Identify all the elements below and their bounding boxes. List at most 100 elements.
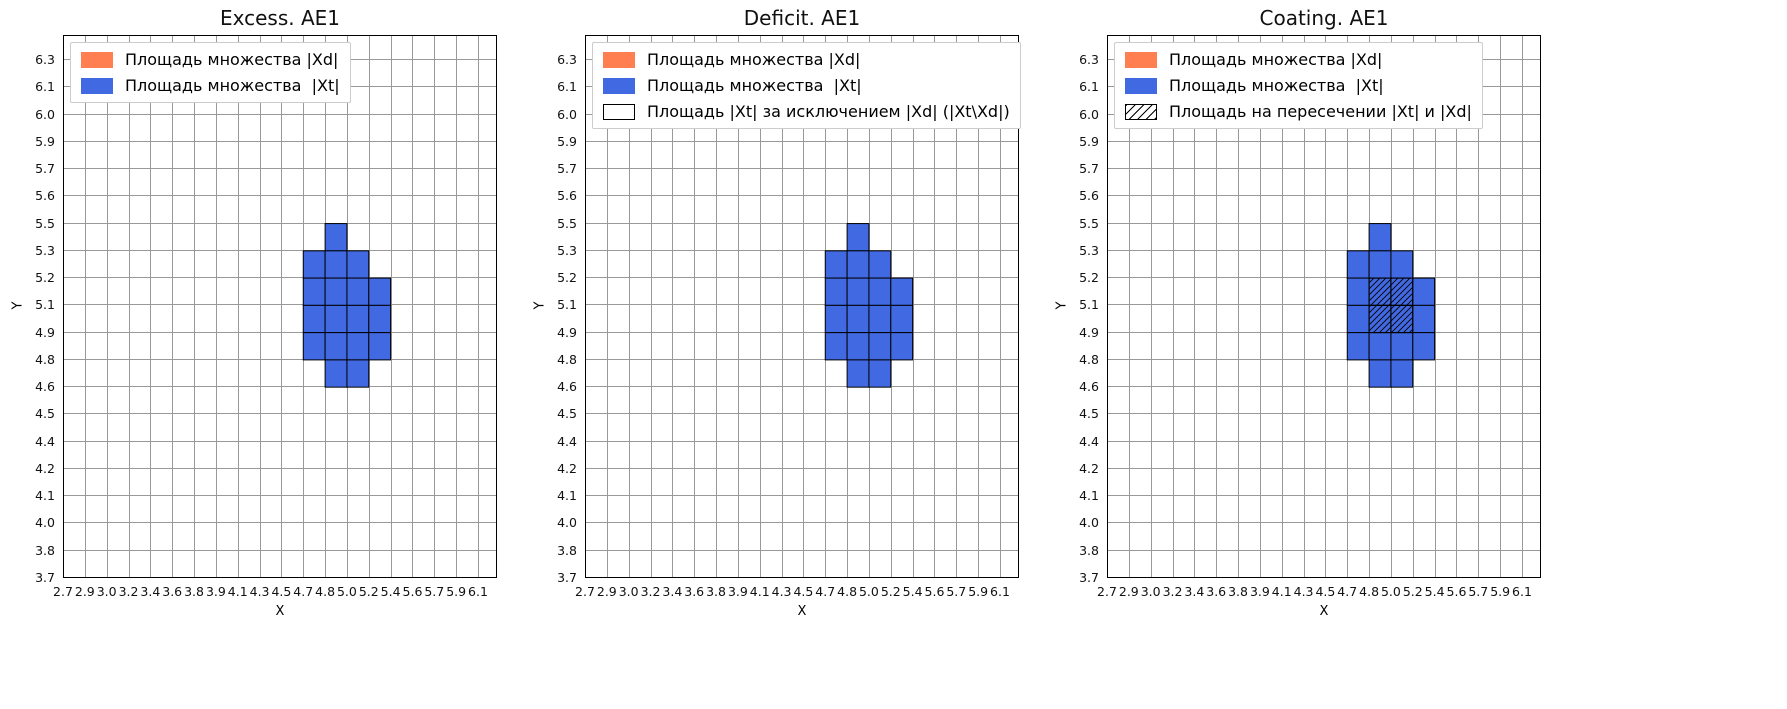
y-tick-label: 4.5 xyxy=(1079,406,1099,422)
y-tick-label: 5.6 xyxy=(557,188,577,204)
x-tick-label: 3.4 xyxy=(140,584,161,599)
y-tick-label: 5.3 xyxy=(35,242,55,258)
xt-cell xyxy=(868,359,892,388)
y-tick-label: 4.0 xyxy=(35,515,55,531)
legend-swatch-icon xyxy=(1125,77,1157,94)
xt-cell xyxy=(324,332,348,361)
xt-cell xyxy=(846,304,870,334)
y-tick-label: 6.0 xyxy=(35,106,55,122)
xt-cell xyxy=(324,223,348,252)
xt-cell xyxy=(868,250,892,279)
xt-cell xyxy=(368,277,392,306)
xt-cell xyxy=(890,277,914,306)
x-tick-label: 3.2 xyxy=(118,584,139,599)
xt-cell xyxy=(846,359,870,388)
x-axis-label: X xyxy=(275,604,285,619)
y-axis-label: Y xyxy=(532,301,548,310)
legend-label: Площадь множества |Xt| xyxy=(1169,76,1384,95)
y-tick-label: 4.9 xyxy=(1079,324,1099,340)
legend-label: Площадь множества |Xd| xyxy=(125,50,339,69)
grid-and-cells-svg xyxy=(63,35,497,578)
legend-swatch-icon xyxy=(1125,51,1157,68)
y-tick-label: 6.1 xyxy=(1079,79,1099,95)
x-tick-label: 4.7 xyxy=(293,584,314,599)
y-tick-label: 6.3 xyxy=(557,52,577,67)
xt-cell xyxy=(846,277,870,306)
xt-cells xyxy=(1346,223,1436,388)
y-tick-label: 5.6 xyxy=(1079,188,1099,204)
xt-cell xyxy=(346,359,370,388)
y-axis-label: Y xyxy=(10,301,26,310)
x-tick-label: 3.9 xyxy=(205,584,226,599)
xt-cell xyxy=(846,332,870,361)
xt-cell xyxy=(302,304,326,334)
legend-swatch-icon xyxy=(603,77,635,94)
xt-cells xyxy=(302,223,392,388)
legend: Площадь множества |Xd| Площадь множества … xyxy=(1114,42,1483,129)
y-tick-label: 5.2 xyxy=(35,270,55,286)
x-tick-label: 4.8 xyxy=(315,584,336,599)
x-tick-label: 5.9 xyxy=(1490,584,1511,599)
x-tick-label: 5.2 xyxy=(880,584,901,599)
x-tick-label: 5.6 xyxy=(1446,584,1467,599)
xt-cell xyxy=(302,277,326,306)
y-tick-label: 4.4 xyxy=(557,433,577,449)
x-tick-label: 3.0 xyxy=(96,584,117,599)
legend-swatch-icon xyxy=(81,51,113,68)
y-tick-label: 4.6 xyxy=(35,379,55,395)
legend-entry: Площадь множества |Xt| xyxy=(1125,76,1472,95)
legend: Площадь множества |Xd| Площадь множества … xyxy=(592,42,1021,129)
y-tick-label: 5.3 xyxy=(557,242,577,258)
y-tick-label: 4.0 xyxy=(557,515,577,531)
y-tick-label: 5.2 xyxy=(1079,270,1099,286)
xt-cell xyxy=(346,250,370,279)
y-tick-label: 4.8 xyxy=(557,351,577,367)
xt-cells xyxy=(824,223,914,388)
hatched-cell xyxy=(1368,277,1392,306)
xt-cell xyxy=(868,332,892,361)
xt-cell xyxy=(824,250,848,279)
y-tick-label: 3.7 xyxy=(557,570,577,585)
hatched-cell xyxy=(1368,304,1392,334)
axes-border xyxy=(63,35,497,578)
y-tick-label: 5.1 xyxy=(35,297,55,313)
x-tick-label: 3.8 xyxy=(184,584,204,599)
x-tick-label: 4.5 xyxy=(1315,584,1336,599)
x-tick-label: 4.1 xyxy=(749,584,770,599)
legend-label: Площадь множества |Xd| xyxy=(647,50,861,69)
subplot-deficit-ae1: Deficit. AE1 Y Площадь множества |Xd| Пло… xyxy=(522,0,1118,709)
x-tick-label: 4.3 xyxy=(249,584,270,599)
y-tick-label: 4.1 xyxy=(35,488,55,504)
xt-cell xyxy=(346,277,370,306)
y-tick-label: 4.1 xyxy=(1079,488,1099,504)
xt-cell xyxy=(302,250,326,279)
x-tick-label: 4.3 xyxy=(771,584,792,599)
xt-cell xyxy=(1368,250,1392,279)
y-tick-label: 4.5 xyxy=(35,406,55,422)
legend-label: Площадь множества |Xt| xyxy=(125,76,340,95)
legend-swatch-icon xyxy=(603,51,635,68)
hatched-cell xyxy=(1390,277,1414,306)
xt-cell xyxy=(824,332,848,361)
y-tick-label: 6.3 xyxy=(1079,52,1099,67)
y-tick-label: 3.7 xyxy=(1079,570,1099,585)
x-tick-label: 4.5 xyxy=(793,584,814,599)
y-tick-label: 5.2 xyxy=(557,270,577,286)
axes-area: Площадь множества |Xd| Площадь множества … xyxy=(585,35,1021,578)
x-tick-label: 3.8 xyxy=(1228,584,1248,599)
y-tick-label: 3.8 xyxy=(35,542,55,558)
y-tick-label: 4.2 xyxy=(1079,460,1099,476)
x-tick-label: 5.2 xyxy=(358,584,379,599)
x-tick-label: 4.7 xyxy=(1337,584,1358,599)
x-tick-label: 5.9 xyxy=(968,584,989,599)
x-tick-label: 5.0 xyxy=(336,584,357,599)
y-tick-label: 6.3 xyxy=(35,52,55,67)
xt-cell xyxy=(824,304,848,334)
y-tick-label: 4.4 xyxy=(35,433,55,449)
x-tick-label: 4.1 xyxy=(1271,584,1292,599)
x-tick-label: 5.6 xyxy=(402,584,423,599)
legend-label: Площадь множества |Xd| xyxy=(1169,50,1383,69)
x-tick-label: 3.0 xyxy=(1140,584,1161,599)
xt-cell xyxy=(1346,250,1370,279)
